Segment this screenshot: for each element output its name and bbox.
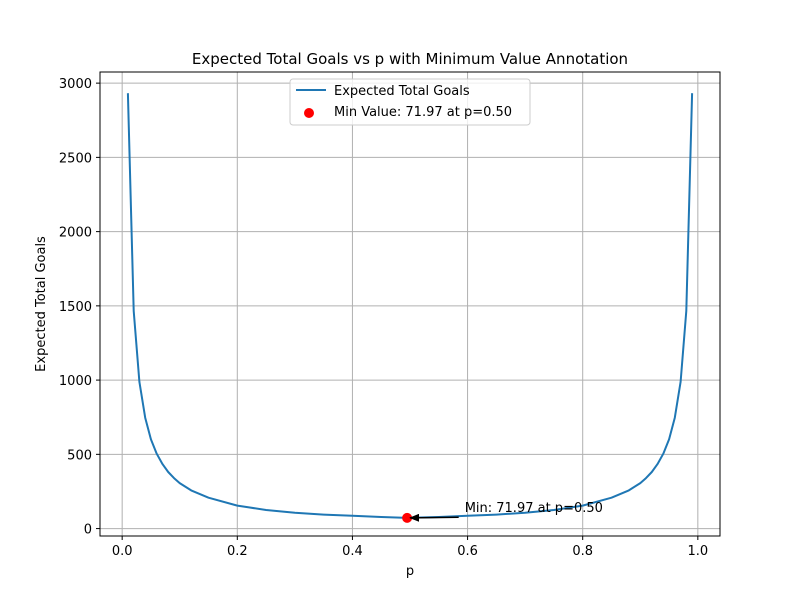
x-tick-label: 0.4	[342, 544, 363, 559]
y-tick-label: 3000	[59, 77, 92, 92]
y-tick-label: 2000	[59, 226, 92, 241]
annotation-label: Min: 71.97 at p=0.50	[465, 501, 603, 516]
x-axis-label: p	[406, 564, 414, 579]
legend-box	[289, 78, 531, 126]
legend-label-line: Expected Total Goals	[334, 84, 470, 99]
grid	[100, 72, 720, 536]
y-tick-label: 500	[67, 448, 92, 463]
axis-ticks: 0.0 0.2 0.4 0.6 0.8 1.0 0 500 1000 1500 2000 2500 30…	[59, 77, 708, 559]
y-tick-label: 0	[84, 523, 92, 538]
x-tick-label: 0.6	[457, 544, 478, 559]
x-tick-label: 0.8	[572, 544, 593, 559]
y-axis-label: Expected Total Goals	[34, 236, 49, 372]
annotation-arrow	[409, 513, 459, 522]
x-tick-label: 1.0	[687, 544, 708, 559]
annotation: Min: 71.97 at p=0.50	[409, 501, 603, 522]
legend-marker-swatch	[304, 108, 314, 118]
y-tick-label: 1500	[59, 300, 92, 315]
chart-title: Expected Total Goals vs p with Minimum V…	[192, 50, 628, 68]
legend-label-min: Min Value: 71.97 at p=0.50	[334, 105, 512, 120]
x-tick-label: 0.2	[227, 544, 248, 559]
legend: Expected Total Goals Min Value: 71.97 at…	[289, 78, 531, 126]
y-tick-label: 1000	[59, 374, 92, 389]
x-tick-label: 0.0	[112, 544, 133, 559]
y-tick-label: 2500	[59, 151, 92, 166]
axes-frame	[99, 71, 721, 537]
